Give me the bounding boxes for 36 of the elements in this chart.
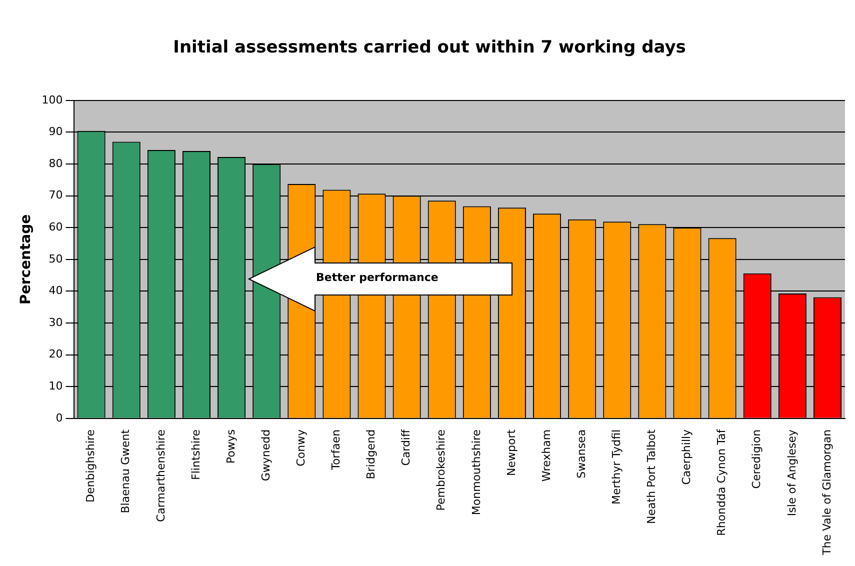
x-tick-label: Denbighshire <box>84 429 98 502</box>
x-tick-label: Swansea <box>574 429 588 478</box>
y-tick-label: 30 <box>48 316 63 329</box>
x-tick-label: Pembrokeshire <box>434 429 448 511</box>
y-tick-label: 10 <box>48 379 63 392</box>
y-tick-label: 0 <box>56 411 63 424</box>
x-tick-label: Monmouthshire <box>470 429 483 516</box>
y-tick-label: 80 <box>48 156 63 170</box>
y-tick-label: 60 <box>48 220 63 234</box>
y-tick-label: 40 <box>48 284 63 298</box>
x-tick-label: Ceredigion <box>750 429 764 489</box>
x-tick-label: Bridgend <box>364 429 378 480</box>
y-tick-label: 90 <box>48 125 63 138</box>
y-tick-label: 20 <box>48 348 63 361</box>
x-tick-label: Neath Port Talbot <box>645 428 658 524</box>
x-tick-label: Caerphilly <box>680 428 694 485</box>
y-tick-label: 100 <box>42 93 63 106</box>
y-tick-label: 50 <box>48 252 63 266</box>
x-tick-label: Merthyr Tydfil <box>610 429 624 504</box>
y-axis-title: Percentage <box>18 214 34 304</box>
x-tick-label: The Vale of Glamorgan <box>820 429 834 556</box>
x-tick-label: Gwynedd <box>259 429 272 482</box>
x-tick-label: Newport <box>504 428 518 476</box>
x-tick-label: Isle of Anglesey <box>785 428 798 516</box>
x-tick-label: Cardiff <box>400 429 413 466</box>
x-tick-label: Blaenau Gwent <box>119 428 132 514</box>
x-tick-label: Torfaen <box>330 429 343 471</box>
x-tick-label: Wrexham <box>540 429 553 482</box>
x-tick-label: Carmarthenshire <box>154 429 168 522</box>
x-tick-label: Rhondda Cynon Taf <box>715 428 728 536</box>
chart-title: Initial assessments carried out within 7 working days <box>173 38 686 58</box>
annotation: Better performance <box>316 271 438 284</box>
x-tick-label: Powys <box>224 429 238 464</box>
x-tick-label: Flintshire <box>189 429 202 480</box>
y-tick-label: 70 <box>48 188 63 202</box>
x-tick-label: Conwy <box>294 428 308 466</box>
